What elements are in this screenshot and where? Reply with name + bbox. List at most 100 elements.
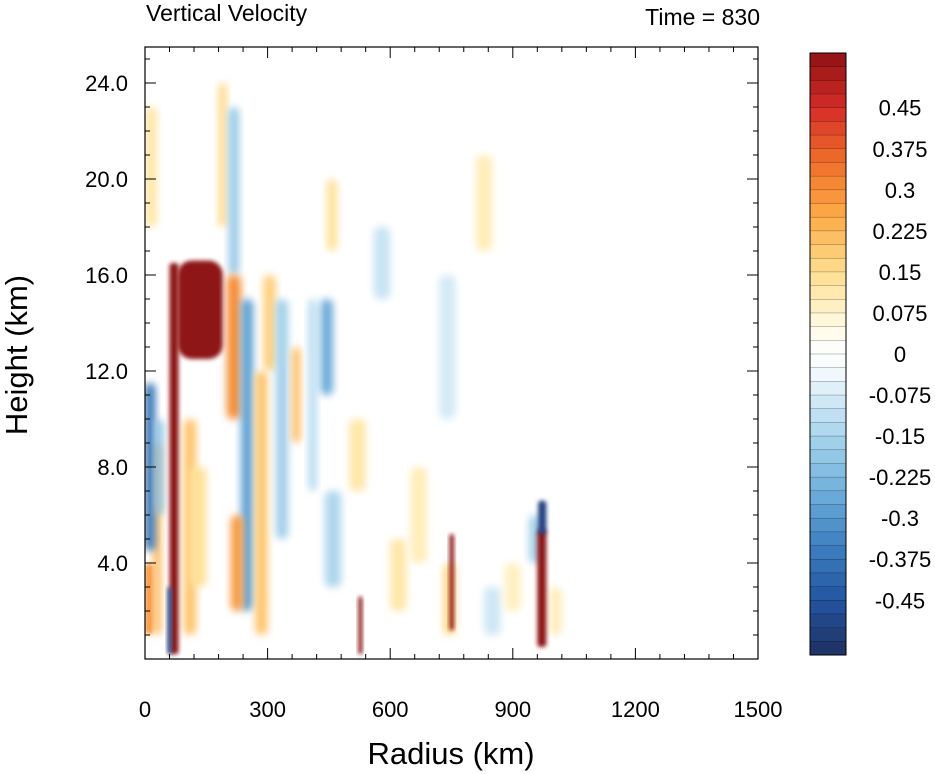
field-cell <box>326 179 338 251</box>
field-cell <box>373 227 391 299</box>
field-cell <box>218 83 227 227</box>
field-feature <box>358 596 363 655</box>
field-cell <box>145 563 154 635</box>
x-tick-label: 1200 <box>611 697 660 722</box>
colorbar-swatch <box>810 203 846 218</box>
field-cell <box>320 299 333 395</box>
colorbar-swatch <box>810 94 846 109</box>
colorbar-swatch <box>810 641 846 656</box>
field-cell <box>230 515 244 611</box>
colorbar <box>809 52 847 656</box>
colorbar-swatch <box>810 545 846 560</box>
colorbar-swatch <box>810 135 846 150</box>
field-cell <box>410 467 427 563</box>
y-axis-label: Height (km) <box>0 275 34 435</box>
colorbar-label: -0.075 <box>869 383 931 408</box>
field-cell <box>241 299 254 611</box>
colorbar-swatch <box>810 107 846 122</box>
colorbar-swatch <box>810 162 846 177</box>
colorbar-swatch <box>810 586 846 601</box>
colorbar-label: 0.45 <box>879 96 922 121</box>
colorbar-label: 0.225 <box>872 219 927 244</box>
colorbar-swatch <box>810 299 846 314</box>
field-cell <box>275 299 289 539</box>
colorbar-swatch <box>810 66 846 81</box>
heatmap-field <box>145 83 562 655</box>
field-cell <box>324 491 342 587</box>
colorbar-label: 0.3 <box>885 178 916 203</box>
x-tick-label: 900 <box>494 697 531 722</box>
field-cell <box>504 563 521 611</box>
colorbar-swatch <box>810 449 846 464</box>
field-cell <box>476 155 493 251</box>
y-tick-label: 20.0 <box>85 167 128 192</box>
colorbar-swatch <box>810 258 846 273</box>
x-tick-label: 0 <box>139 697 151 722</box>
chart-title: Vertical Velocity <box>146 0 308 26</box>
colorbar-swatch <box>810 312 846 327</box>
field-cell <box>226 275 242 419</box>
colorbar-swatch <box>810 285 846 300</box>
field-cell <box>155 419 164 515</box>
colorbar-swatch <box>810 518 846 533</box>
y-tick-labels: 4.0 8.0 12.0 16.0 20.0 24.0 <box>85 71 128 576</box>
colorbar-labels: 0.45 0.375 0.3 0.225 0.15 0.075 0 -0.075 -0.15 -0… <box>869 96 931 614</box>
plot-frame <box>144 46 759 660</box>
field-feature <box>169 263 179 655</box>
colorbar-swatch <box>810 408 846 423</box>
field-feature <box>449 534 454 631</box>
colorbar-swatch <box>810 381 846 396</box>
colorbar-swatch <box>810 217 846 232</box>
colorbar-swatch <box>810 326 846 341</box>
y-tick-label: 24.0 <box>85 71 128 96</box>
field-cell <box>228 107 239 275</box>
field-cell <box>349 419 366 491</box>
colorbar-swatch <box>810 436 846 451</box>
field-cell <box>390 539 407 611</box>
colorbar-swatch <box>810 600 846 615</box>
y-tick-label: 4.0 <box>97 551 128 576</box>
colorbar-swatch <box>810 627 846 642</box>
field-cell <box>263 275 276 371</box>
y-tick-label: 8.0 <box>97 455 128 480</box>
axis-ticks <box>144 47 759 659</box>
field-cell <box>484 587 501 635</box>
x-axis-label: Radius (km) <box>367 736 534 771</box>
field-cell <box>189 467 207 587</box>
colorbar-swatch <box>810 395 846 410</box>
y-tick-label: 16.0 <box>85 263 128 288</box>
colorbar-swatch <box>810 367 846 382</box>
field-feature <box>538 500 547 535</box>
colorbar-swatch <box>810 422 846 437</box>
field-feature <box>167 587 172 655</box>
field-cell <box>549 587 562 635</box>
colorbar-swatch <box>810 613 846 628</box>
colorbar-swatch <box>810 477 846 492</box>
colorbar-swatch <box>810 230 846 245</box>
colorbar-swatch <box>810 490 846 505</box>
colorbar-label: 0.075 <box>872 301 927 326</box>
colorbar-swatch <box>810 148 846 163</box>
chart-subtitle: Time = 830 <box>645 4 760 30</box>
colorbar-swatch <box>810 559 846 574</box>
colorbar-swatch <box>810 189 846 204</box>
colorbar-frame <box>809 52 847 656</box>
colorbar-swatch <box>810 572 846 587</box>
x-tick-labels: 0 300 600 900 1200 1500 <box>139 697 783 722</box>
field-cell <box>439 275 456 419</box>
colorbar-label: -0.225 <box>869 465 931 490</box>
field-cell <box>292 347 301 443</box>
colorbar-swatch <box>810 53 846 67</box>
colorbar-swatch <box>810 354 846 368</box>
colorbar-swatch <box>810 176 846 191</box>
x-tick-label: 300 <box>249 697 286 722</box>
colorbar-swatch <box>810 244 846 259</box>
colorbar-swatch <box>810 121 846 136</box>
x-tick-label: 600 <box>372 697 409 722</box>
colorbar-label: -0.45 <box>875 588 925 613</box>
colorbar-swatch <box>810 80 846 95</box>
colorbar-swatch <box>810 271 846 286</box>
y-tick-label: 12.0 <box>85 359 128 384</box>
field-feature <box>537 529 547 647</box>
